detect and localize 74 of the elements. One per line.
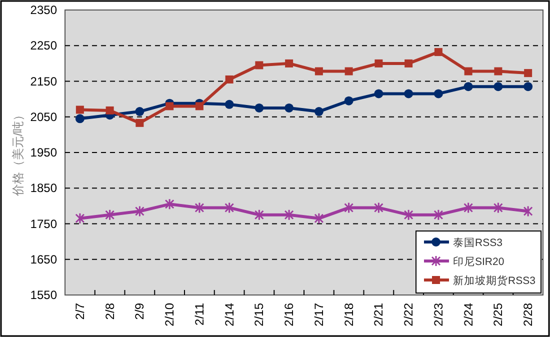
- point: [344, 202, 354, 214]
- point: [314, 107, 324, 116]
- x-tick-label: 2/28: [521, 302, 536, 326]
- point: [494, 67, 502, 76]
- legend-label: 印尼SIR20: [453, 255, 504, 268]
- point: [134, 206, 144, 218]
- point: [464, 67, 472, 76]
- x-tick-label: 2/22: [402, 302, 416, 326]
- point: [524, 69, 532, 78]
- point: [284, 209, 294, 221]
- x-tick-label: 2/21: [372, 302, 386, 326]
- y-tick-label: 2050: [30, 110, 58, 124]
- point: [255, 61, 264, 70]
- x-tick-label: 2/14: [222, 302, 236, 326]
- x-tick-label: 2/16: [282, 302, 296, 326]
- point: [404, 209, 414, 221]
- x-tick-label: 2/15: [252, 302, 266, 326]
- point: [284, 103, 294, 112]
- point: [374, 89, 384, 98]
- y-tick-label: 1550: [30, 288, 58, 302]
- point: [404, 89, 414, 98]
- point: [75, 114, 84, 124]
- point: [164, 198, 174, 210]
- point: [254, 209, 264, 221]
- point: [404, 59, 413, 68]
- point: [523, 206, 533, 218]
- x-tick-label: 2/8: [102, 302, 117, 320]
- x-tick-label: 2/18: [342, 302, 356, 326]
- x-tick-label: 2/17: [312, 302, 326, 326]
- y-tick-label: 2250: [30, 38, 58, 53]
- point: [344, 96, 354, 106]
- x-tick-label: 2/23: [431, 302, 446, 326]
- point: [75, 212, 85, 224]
- point: [493, 202, 503, 214]
- y-tick-label: 2350: [30, 3, 58, 17]
- y-axis-title: 价格（美元/吨）: [11, 108, 25, 198]
- x-tick-label: 2/9: [132, 302, 147, 320]
- point: [105, 209, 115, 221]
- x-tick-label: 2/11: [192, 302, 206, 326]
- point: [194, 202, 204, 214]
- y-tick-label: 1850: [30, 181, 58, 196]
- x-tick-label: 2/7: [72, 302, 87, 320]
- x-tick-label: 2/10: [162, 302, 177, 326]
- point: [285, 59, 294, 68]
- point: [434, 209, 444, 221]
- x-tick-label: 2/24: [461, 302, 476, 326]
- point: [254, 103, 264, 112]
- point: [224, 202, 234, 214]
- legend-label: 泰国RSS3: [453, 237, 503, 249]
- y-tick-label: 2150: [30, 74, 58, 88]
- point: [344, 67, 353, 76]
- point: [434, 89, 443, 98]
- y-tick-label: 1650: [30, 252, 58, 266]
- legend-label: 新加坡期货RSS3: [453, 274, 536, 287]
- point: [166, 102, 174, 110]
- x-tick-label: 2/25: [491, 302, 506, 326]
- point: [314, 212, 324, 224]
- point: [225, 75, 234, 84]
- point: [195, 102, 204, 110]
- point: [314, 67, 323, 76]
- point: [524, 82, 533, 92]
- point: [135, 107, 144, 116]
- point: [494, 82, 503, 92]
- point: [434, 48, 442, 56]
- point: [464, 82, 473, 92]
- y-tick-label: 1950: [30, 146, 58, 160]
- point: [464, 202, 474, 214]
- point: [374, 59, 383, 68]
- point: [136, 118, 144, 127]
- y-tick-label: 1750: [30, 216, 58, 231]
- point: [224, 100, 234, 109]
- point: [106, 106, 114, 114]
- point: [374, 202, 384, 214]
- point: [76, 106, 84, 114]
